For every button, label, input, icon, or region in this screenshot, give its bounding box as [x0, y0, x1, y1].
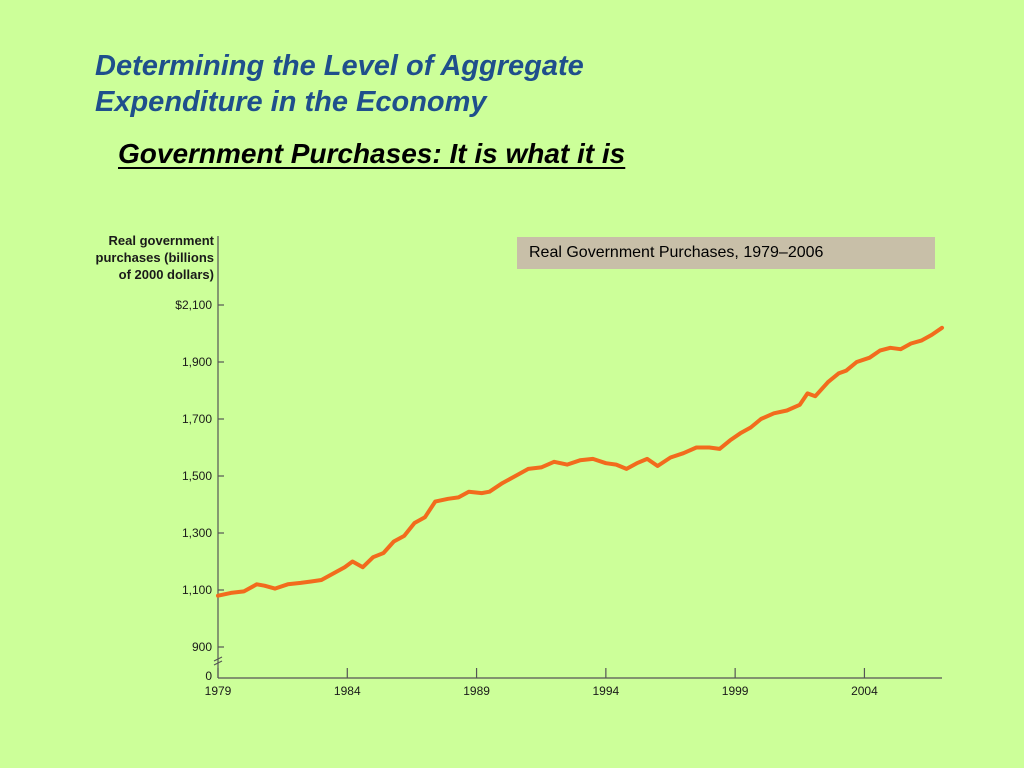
data-point-0-20 — [433, 500, 437, 504]
y-axis-label-line-1: Real government — [108, 233, 214, 248]
data-point-0-34 — [604, 461, 608, 465]
data-point-0-13 — [361, 565, 365, 569]
data-point-0-37 — [635, 461, 639, 465]
data-point-0-8 — [309, 579, 313, 584]
data-point-0-65 — [940, 326, 944, 330]
data-point-0-11 — [343, 565, 347, 569]
data-point-0-0 — [216, 594, 220, 598]
data-point-0-27 — [513, 474, 518, 478]
data-point-0-31 — [565, 463, 569, 467]
y-tick-label-4: 1,300 — [182, 526, 212, 540]
data-point-0-35 — [614, 463, 618, 467]
data-point-0-33 — [591, 457, 595, 461]
data-point-0-24 — [480, 491, 484, 495]
y-axis-label-line-3: of 2000 dollars) — [118, 267, 214, 282]
chart-title: Real Government Purchases, 1979–2006 — [529, 244, 824, 261]
data-point-0-58 — [868, 356, 872, 360]
slide-title-line-2: Expenditure in the Economy — [95, 86, 487, 118]
data-point-0-49 — [772, 411, 776, 415]
data-point-0-2 — [242, 589, 246, 594]
data-point-0-45 — [728, 438, 732, 442]
data-point-0-41 — [681, 451, 686, 455]
y-tick-label-3: 1,500 — [182, 469, 212, 483]
data-point-0-59 — [878, 349, 882, 353]
data-point-0-60 — [888, 346, 892, 350]
y-tick-label-1: 1,900 — [182, 355, 212, 369]
data-point-0-46 — [738, 431, 742, 435]
data-point-0-52 — [805, 391, 810, 395]
data-point-0-39 — [656, 464, 660, 468]
data-point-0-40 — [668, 455, 673, 460]
data-point-0-62 — [909, 341, 913, 346]
data-point-0-32 — [578, 458, 582, 462]
data-point-0-17 — [402, 534, 406, 538]
y-axis-label: Real government purchases (billions of 2… — [96, 232, 214, 283]
y-tick-label-0: $2,100 — [175, 298, 212, 312]
slide-title: Determining the Level of Aggregate Expen… — [95, 48, 584, 120]
data-point-0-55 — [837, 371, 841, 375]
data-point-0-48 — [759, 417, 763, 421]
chart-title-box: Real Government Purchases, 1979–2006 — [517, 237, 935, 269]
data-point-0-42 — [694, 445, 699, 450]
y-tick-label-6: 900 — [192, 640, 212, 654]
y-tick-label-5: 1,100 — [182, 583, 212, 597]
data-point-0-26 — [500, 481, 504, 485]
data-point-0-44 — [718, 447, 722, 451]
x-tick-label-4: 1999 — [722, 684, 749, 698]
data-point-0-25 — [487, 490, 492, 494]
data-point-0-54 — [826, 380, 830, 384]
data-point-0-19 — [423, 515, 427, 519]
data-point-0-15 — [381, 551, 386, 555]
data-point-0-63 — [919, 339, 923, 343]
slide-subtitle: Government Purchases: It is what it is — [118, 138, 626, 169]
data-point-0-14 — [371, 555, 375, 559]
y-tick-label-2: 1,700 — [182, 412, 212, 426]
data-point-0-9 — [319, 578, 323, 582]
data-point-0-1 — [229, 591, 233, 595]
slide-title-line-1: Determining the Level of Aggregate — [95, 50, 584, 82]
data-point-0-53 — [813, 394, 817, 398]
data-point-0-64 — [930, 333, 934, 337]
x-tick-label-2: 1989 — [463, 684, 490, 698]
x-tick-label-1: 1984 — [334, 684, 361, 698]
data-point-0-23 — [467, 490, 471, 494]
data-point-0-18 — [412, 521, 417, 525]
data-point-0-36 — [624, 467, 629, 471]
data-point-0-6 — [286, 582, 290, 586]
data-point-0-3 — [255, 582, 259, 586]
data-point-0-56 — [844, 369, 848, 373]
data-point-0-4 — [262, 584, 267, 588]
data-point-0-5 — [273, 587, 277, 591]
data-point-0-7 — [299, 581, 303, 585]
data-point-0-47 — [749, 425, 753, 430]
data-point-0-51 — [798, 403, 802, 407]
data-point-0-30 — [552, 460, 556, 464]
data-point-0-57 — [855, 360, 859, 364]
x-tick-label-0: 1979 — [205, 684, 232, 698]
data-point-0-29 — [539, 465, 543, 469]
data-point-0-50 — [785, 408, 789, 413]
data-point-0-21 — [446, 497, 450, 501]
x-tick-label-5: 2004 — [851, 684, 878, 698]
data-point-0-43 — [707, 445, 711, 450]
data-point-0-16 — [392, 539, 396, 544]
series-line-0 — [216, 325, 944, 598]
data-point-0-38 — [645, 457, 649, 461]
y-axis-break-mark — [213, 656, 223, 666]
y-axis-label-line-2: purchases (billions — [95, 250, 214, 265]
x-tick-label-3: 1994 — [593, 684, 620, 698]
data-point-0-61 — [899, 347, 903, 351]
data-point-0-10 — [332, 571, 336, 575]
data-point-0-28 — [526, 467, 530, 471]
data-point-0-12 — [350, 559, 355, 564]
data-point-0-22 — [456, 495, 461, 499]
y-zero-label: 0 — [205, 669, 212, 683]
